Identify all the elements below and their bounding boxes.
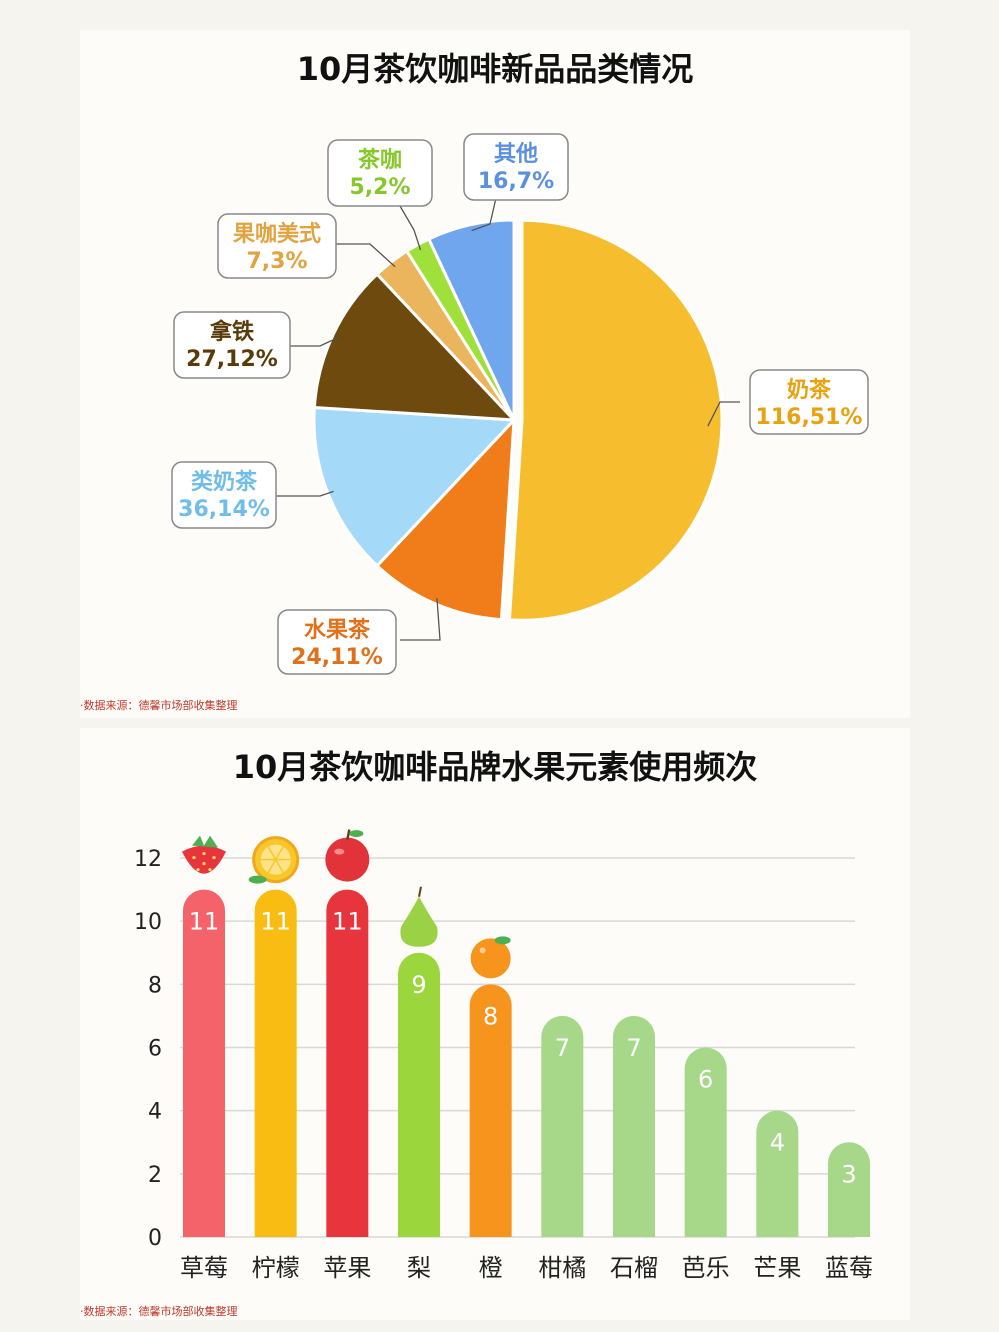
pie-slice-3 xyxy=(312,272,518,422)
pie-slice-label-4: 7,3% xyxy=(246,249,307,274)
pie-callout-box-2 xyxy=(171,461,277,529)
bar-category-label-7: 芭乐 xyxy=(682,1254,730,1282)
pie-leader-line-0 xyxy=(707,401,740,427)
bar-category-label-2: 苹果 xyxy=(323,1254,371,1282)
strawberry-icon xyxy=(182,835,226,874)
bar-value-label-1: 11 xyxy=(260,908,291,936)
pie-leader-line-1 xyxy=(400,597,441,641)
pie-callout-box-1 xyxy=(277,609,397,675)
pie-slice-name-4: 果咖美式 xyxy=(233,221,321,247)
pie-chart-card: 10月茶饮咖啡新品品类情况 奶茶 116,51% 水果茶 24,11% 类奶茶 36,14… xyxy=(80,30,910,718)
pie-slice-name-2: 类奶茶 xyxy=(191,469,258,495)
bar-value-label-4: 8 xyxy=(483,1002,498,1030)
pie-leader-line-5 xyxy=(399,205,422,251)
pie-callout-box-0 xyxy=(749,369,869,435)
pie-slice-1 xyxy=(374,415,516,622)
bar-ytick-5: 10 xyxy=(134,910,162,935)
pie-leader-line-3 xyxy=(290,336,339,347)
bar-1 xyxy=(254,889,297,1237)
pie-leader-line-6 xyxy=(471,197,497,232)
lemon-icon xyxy=(248,836,300,884)
pie-leader-line-4 xyxy=(336,243,396,268)
bar-6 xyxy=(613,1015,655,1237)
bar-chart: 0 2 4 6 8 10 12 11 草莓 11 柠檬 11 苹果 9 梨 8 橙 7 柑橘 7 石榴 6 芭乐 4 芒果 3 蓝莓 xyxy=(134,829,873,1282)
bar-5 xyxy=(541,1015,584,1237)
pie-slice-label-6: 16,7% xyxy=(478,169,554,194)
pie-slice-label-1: 24,11% xyxy=(291,645,383,670)
apple-icon xyxy=(325,829,370,882)
pie-chart-title: 10月茶饮咖啡新品品类情况 xyxy=(296,50,694,88)
pie-chart-source: ·数据来源：德馨市场部收集整理 xyxy=(80,699,238,712)
bar-9 xyxy=(828,1142,870,1237)
bar-3 xyxy=(398,952,440,1237)
bar-ytick-0: 0 xyxy=(148,1226,162,1251)
bar-category-label-5: 柑橘 xyxy=(538,1254,586,1282)
bar-7 xyxy=(684,1047,727,1237)
pie-slice-label-2: 36,14% xyxy=(178,497,270,522)
bar-chart-source: ·数据来源：德馨市场部收集整理 xyxy=(80,1305,238,1318)
bar-value-label-9: 3 xyxy=(841,1160,856,1188)
pie-slice-name-0: 奶茶 xyxy=(787,377,832,403)
bar-8 xyxy=(756,1110,799,1237)
pie-slice-name-6: 其他 xyxy=(494,142,538,167)
bar-category-label-8: 芒果 xyxy=(753,1254,801,1282)
bar-category-label-9: 蓝莓 xyxy=(825,1254,873,1282)
bar-category-label-6: 石榴 xyxy=(610,1254,658,1282)
pie-callout-box-5 xyxy=(327,139,433,207)
pie-callout-box-3 xyxy=(173,311,291,379)
bar-chart-card: 10月茶饮咖啡品牌水果元素使用频次 0 2 4 6 8 10 12 11 草莓 11 柠檬 11 苹果 9… xyxy=(80,728,910,1320)
pie-slice-0 xyxy=(507,218,724,622)
bar-category-label-4: 橙 xyxy=(479,1254,503,1282)
bar-ytick-6: 12 xyxy=(134,847,162,872)
bar-ytick-4: 8 xyxy=(148,973,162,998)
pie-slice-name-5: 茶咖 xyxy=(358,148,402,173)
bar-ytick-1: 2 xyxy=(148,1163,162,1188)
orange-icon xyxy=(470,936,511,979)
pear-icon xyxy=(400,886,438,947)
bar-category-label-3: 梨 xyxy=(407,1254,431,1282)
bar-value-label-3: 9 xyxy=(411,971,426,999)
pie-callout-box-6 xyxy=(463,133,569,201)
bar-category-label-0: 草莓 xyxy=(180,1254,228,1282)
bar-ytick-2: 4 xyxy=(148,1100,162,1125)
bar-chart-title: 10月茶饮咖啡品牌水果元素使用频次 xyxy=(232,748,758,786)
bar-2 xyxy=(326,889,369,1237)
bar-4 xyxy=(469,984,512,1237)
pie-callout-box-4 xyxy=(217,213,337,279)
pie-slice-label-0: 116,51% xyxy=(756,405,863,430)
bar-0 xyxy=(183,889,225,1237)
bar-value-label-7: 6 xyxy=(698,1066,713,1094)
bar-category-label-1: 柠檬 xyxy=(252,1254,300,1282)
bar-value-label-2: 11 xyxy=(332,908,363,936)
pie-slice-label-5: 5,2% xyxy=(349,175,410,200)
pie-slice-name-1: 水果茶 xyxy=(304,618,371,643)
pie-slice-name-3: 拿铁 xyxy=(209,319,254,345)
bar-value-label-0: 11 xyxy=(189,908,220,936)
bar-value-label-6: 7 xyxy=(626,1034,641,1062)
pie-slice-label-3: 27,12% xyxy=(186,347,278,372)
bar-ytick-3: 6 xyxy=(148,1037,162,1062)
bar-value-label-8: 4 xyxy=(770,1129,785,1157)
bar-value-label-5: 7 xyxy=(555,1034,570,1062)
pie-leader-line-2 xyxy=(276,490,334,497)
pie-slice-6 xyxy=(426,218,516,421)
